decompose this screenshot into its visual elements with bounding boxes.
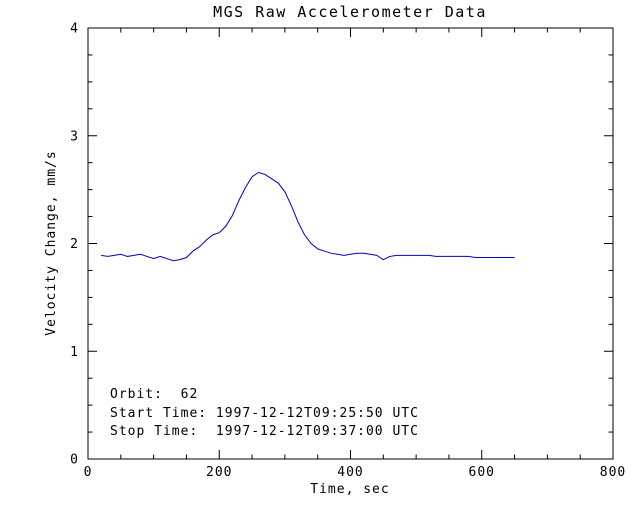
- x-tick-label: 600: [469, 465, 495, 480]
- y-tick-label: 2: [70, 237, 79, 252]
- x-tick-label: 0: [84, 465, 93, 480]
- y-axis-label: Velocity Change, mm/s: [44, 150, 59, 335]
- orbit-annotation: Orbit: 62: [110, 387, 198, 402]
- data-line-velocity-change: [101, 171, 515, 262]
- chart-title: MGS Raw Accelerometer Data: [213, 3, 487, 21]
- y-tick-label: 1: [70, 345, 79, 360]
- y-tick-label: 0: [70, 453, 79, 468]
- plot-generated: 0 200 400 600 800 0 1 2 3 4: [70, 22, 626, 481]
- x-axis-label: Time, sec: [310, 482, 389, 497]
- stop-time-annotation: Stop Time: 1997-12-12T09:37:00 UTC: [110, 424, 419, 439]
- y-tick-label: 4: [70, 22, 79, 37]
- y-tick-label: 3: [70, 129, 79, 144]
- x-tick-label: 400: [337, 465, 363, 480]
- start-time-annotation: Start Time: 1997-12-12T09:25:50 UTC: [110, 406, 419, 421]
- x-tick-label: 200: [206, 465, 232, 480]
- x-tick-label: 800: [600, 465, 626, 480]
